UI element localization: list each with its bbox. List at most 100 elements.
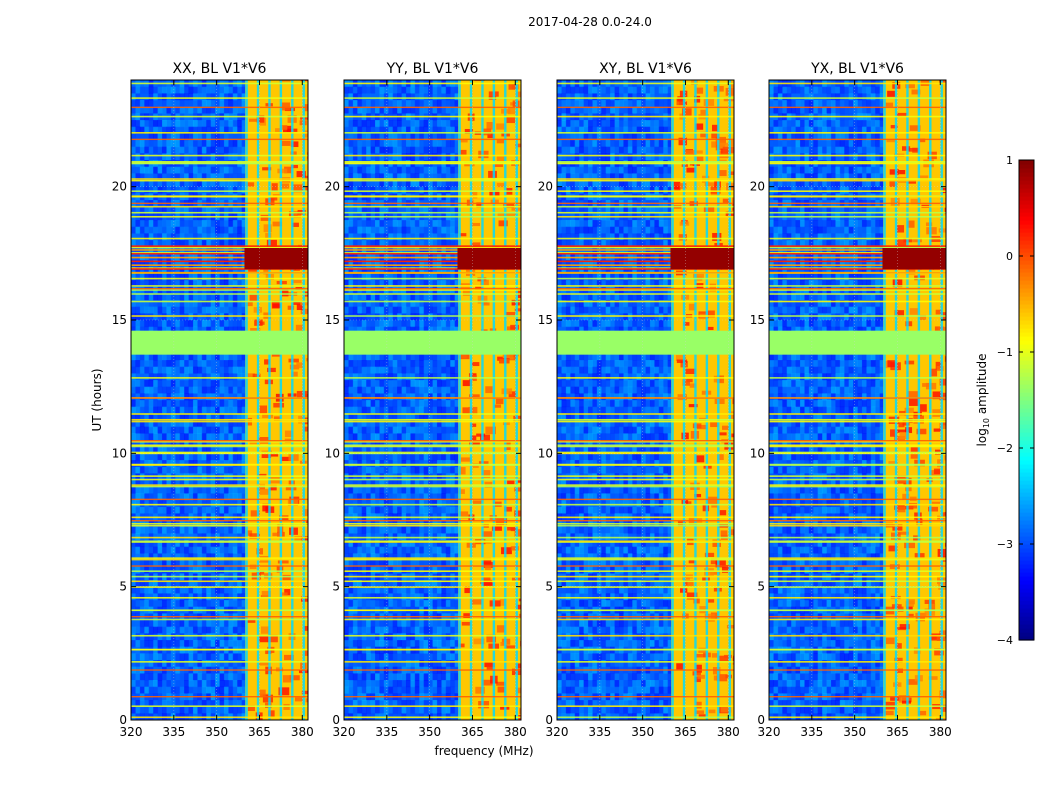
heatmap-cell: [401, 180, 407, 188]
rfi-line: [131, 503, 308, 506]
heatmap-cell: [144, 426, 150, 434]
heatmap-cell: [370, 153, 376, 161]
heatmap-cell: [219, 660, 225, 668]
heatmap-cell: [131, 386, 136, 394]
signal-blotch: [260, 626, 270, 634]
heatmap-cell: [144, 273, 150, 281]
heatmap-cell: [188, 406, 194, 414]
heatmap-cell: [175, 186, 181, 194]
heatmap-cell: [237, 173, 243, 181]
heatmap-cell: [184, 546, 190, 554]
heatmap-cell: [197, 406, 203, 414]
heatmap-cell: [153, 620, 159, 628]
heatmap-cell: [170, 173, 176, 181]
heatmap-cell: [175, 553, 181, 561]
rfi-line: [131, 440, 308, 443]
heatmap-cell: [170, 300, 176, 308]
heatmap-cell: [148, 560, 154, 568]
heatmap-cell: [170, 126, 176, 134]
heatmap-cell: [157, 320, 163, 328]
heatmap-cell: [170, 293, 176, 301]
heatmap-cell: [175, 700, 181, 708]
heatmap-cell: [223, 446, 229, 454]
heatmap-cell: [192, 426, 198, 434]
heatmap-cell: [223, 86, 229, 94]
heatmap-cell: [401, 106, 407, 114]
figure-suptitle: 2017-04-28 0.0-24.0: [528, 15, 652, 29]
heatmap-cell: [135, 400, 141, 408]
heatmap-cell: [237, 226, 243, 234]
heatmap-cell: [383, 140, 389, 148]
heatmap-cell: [175, 620, 181, 628]
heatmap-cell: [131, 233, 136, 241]
heatmap-cell: [170, 400, 176, 408]
heatmap-cell: [366, 100, 372, 108]
heatmap-cell: [206, 240, 212, 248]
heatmap-cell: [184, 700, 190, 708]
heatmap-cell: [232, 140, 238, 148]
heatmap-cell: [405, 133, 411, 141]
rfi-line: [131, 97, 308, 99]
heatmap-cell: [175, 233, 181, 241]
heatmap-cell: [206, 620, 212, 628]
heatmap-cell: [232, 326, 238, 334]
heatmap-cell: [414, 93, 420, 101]
heatmap-cell: [361, 173, 367, 181]
heatmap-cell: [192, 493, 198, 501]
heatmap-cell: [184, 233, 190, 241]
heatmap-cell: [232, 653, 238, 661]
heatmap-cell: [135, 86, 141, 94]
heatmap-cell: [175, 153, 181, 161]
heatmap-cell: [179, 466, 185, 474]
heatmap-cell: [232, 93, 238, 101]
heatmap-cell: [423, 140, 429, 148]
signal-blotch: [303, 426, 308, 432]
heatmap-cell: [197, 566, 203, 574]
signal-blotch: [284, 589, 291, 596]
heatmap-cell: [131, 440, 136, 448]
heatmap-cell: [432, 106, 438, 114]
heatmap-cell: [206, 233, 212, 241]
heatmap-cell: [241, 486, 247, 494]
heatmap-cell: [206, 153, 212, 161]
heatmap-cell: [139, 300, 145, 308]
heatmap-cell: [179, 506, 185, 514]
heatmap-cell: [131, 700, 136, 708]
heatmap-cell: [436, 166, 442, 174]
rfi-line: [131, 475, 308, 477]
heatmap-cell: [237, 580, 243, 588]
heatmap-cell: [232, 660, 238, 668]
heatmap-cell: [388, 133, 394, 141]
heatmap-cell: [219, 260, 225, 268]
heatmap-cell: [228, 320, 234, 328]
heatmap-cell: [237, 293, 243, 301]
heatmap-cell: [192, 466, 198, 474]
heatmap-cell: [232, 506, 238, 514]
heatmap-cell: [206, 326, 212, 334]
heatmap-cell: [161, 293, 167, 301]
heatmap-cell: [206, 546, 212, 554]
heatmap-cell: [454, 173, 460, 181]
heatmap-cell: [223, 320, 229, 328]
heatmap-cell: [144, 353, 150, 361]
heatmap-cell: [175, 273, 181, 281]
heatmap-cell: [215, 493, 220, 501]
heatmap-cell: [166, 673, 172, 681]
heatmap-cell: [232, 220, 238, 228]
heatmap-cell: [175, 526, 181, 534]
heatmap-cell: [215, 660, 220, 668]
heatmap-cell: [197, 600, 203, 608]
heatmap-cell: [179, 426, 185, 434]
heatmap-cell: [450, 166, 456, 174]
heatmap-cell: [344, 153, 349, 161]
heatmap-cell: [139, 540, 145, 548]
heatmap-cell: [170, 546, 176, 554]
heatmap-cell: [388, 126, 394, 134]
heatmap-cell: [157, 560, 163, 568]
heatmap-cell: [192, 366, 198, 374]
heatmap-cell: [432, 146, 438, 154]
heatmap-cell: [184, 206, 190, 214]
heatmap-cell: [197, 133, 203, 141]
heatmap-cell: [144, 546, 150, 554]
heatmap-cell: [197, 400, 203, 408]
